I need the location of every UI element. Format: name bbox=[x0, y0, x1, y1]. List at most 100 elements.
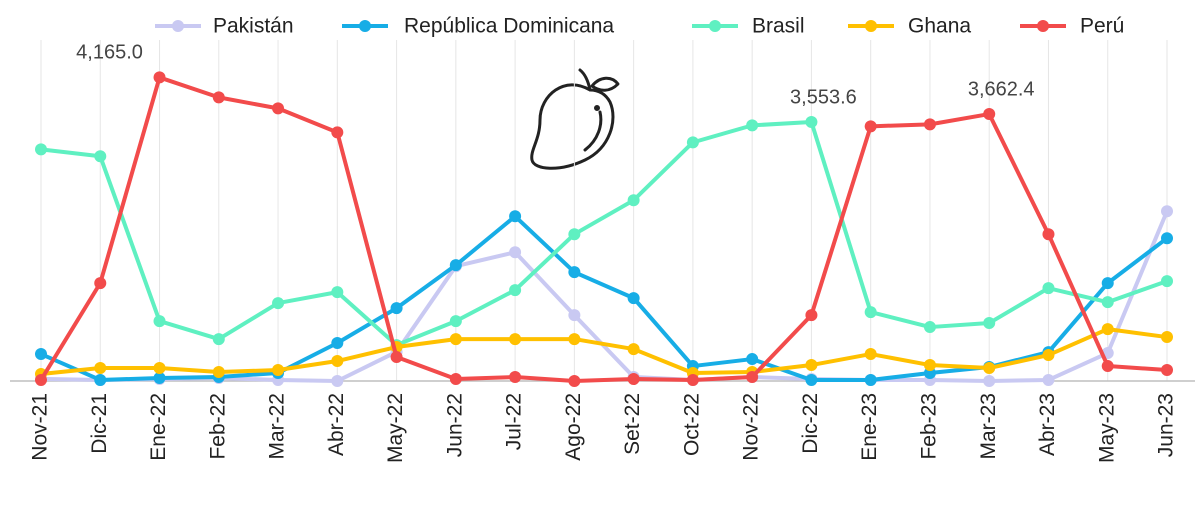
series bbox=[35, 323, 1173, 381]
point bbox=[923, 118, 936, 131]
legend-marker bbox=[172, 20, 184, 32]
series-line bbox=[40, 214, 1169, 382]
point bbox=[568, 333, 581, 346]
point bbox=[805, 373, 818, 386]
point bbox=[212, 366, 225, 379]
series-line bbox=[40, 327, 1168, 376]
point bbox=[627, 373, 640, 386]
point bbox=[153, 315, 166, 328]
point bbox=[509, 246, 522, 259]
point bbox=[1101, 277, 1114, 290]
point bbox=[35, 143, 47, 156]
point bbox=[35, 373, 47, 386]
point bbox=[509, 210, 522, 223]
series-line bbox=[40, 210, 1169, 383]
point bbox=[1042, 282, 1055, 295]
point bbox=[746, 370, 759, 383]
point bbox=[331, 337, 344, 350]
point bbox=[627, 194, 640, 207]
point bbox=[331, 355, 344, 368]
x-tick-label: Jun-23 bbox=[1155, 393, 1178, 457]
point bbox=[449, 259, 462, 272]
point bbox=[746, 119, 759, 132]
point bbox=[331, 286, 344, 299]
legend-label: Pakistán bbox=[213, 15, 294, 38]
legend-marker bbox=[709, 20, 721, 32]
point bbox=[864, 306, 877, 319]
point bbox=[153, 71, 166, 84]
point bbox=[805, 359, 818, 372]
series bbox=[35, 115, 1173, 352]
point bbox=[568, 228, 581, 241]
series-line bbox=[40, 119, 1168, 348]
data-label: 3,553.6 bbox=[790, 86, 857, 108]
point bbox=[153, 372, 166, 385]
point bbox=[153, 362, 166, 375]
series bbox=[35, 210, 1173, 386]
legend-label: República Dominicana bbox=[404, 15, 614, 38]
point bbox=[331, 126, 344, 139]
point bbox=[212, 333, 225, 346]
series bbox=[35, 205, 1173, 387]
x-tick-label: Feb-22 bbox=[206, 393, 229, 460]
point bbox=[983, 317, 996, 330]
point bbox=[331, 375, 344, 387]
mango-icon bbox=[530, 68, 620, 170]
point bbox=[627, 292, 640, 305]
point bbox=[449, 373, 462, 386]
point bbox=[1161, 275, 1173, 288]
x-tick-label: Mar-22 bbox=[266, 393, 289, 460]
point bbox=[272, 102, 285, 115]
point bbox=[1161, 331, 1173, 344]
legend-marker bbox=[359, 20, 371, 32]
x-tick-label: Feb-23 bbox=[917, 393, 940, 460]
x-tick-label: Dic-21 bbox=[88, 393, 111, 454]
point bbox=[1101, 360, 1114, 373]
point bbox=[449, 333, 462, 346]
point bbox=[864, 348, 877, 361]
point bbox=[509, 284, 522, 297]
x-tick-label: Jun-22 bbox=[443, 393, 466, 457]
x-tick-label: Abr-22 bbox=[325, 393, 348, 456]
data-label: 4,165.0 bbox=[76, 42, 143, 64]
point bbox=[449, 315, 462, 328]
point bbox=[390, 302, 403, 315]
point bbox=[509, 370, 522, 383]
point bbox=[805, 115, 818, 128]
point bbox=[272, 363, 285, 376]
x-tick-label: Nov-22 bbox=[740, 393, 763, 461]
point bbox=[805, 309, 818, 322]
x-tick-label: Dic-22 bbox=[799, 393, 822, 454]
point bbox=[1101, 296, 1114, 309]
point bbox=[746, 353, 759, 366]
point bbox=[923, 359, 936, 372]
point bbox=[983, 108, 996, 121]
x-tick-label: Set-22 bbox=[621, 393, 644, 455]
point bbox=[923, 321, 936, 334]
point bbox=[94, 277, 107, 290]
point bbox=[272, 297, 285, 310]
legend-label: Perú bbox=[1080, 15, 1124, 38]
point bbox=[1161, 232, 1173, 245]
point bbox=[864, 120, 877, 133]
legend-marker bbox=[865, 20, 877, 32]
point bbox=[864, 373, 877, 386]
x-tick-label: May-23 bbox=[1095, 393, 1118, 463]
point bbox=[1042, 349, 1055, 362]
point bbox=[1042, 228, 1055, 241]
point bbox=[1042, 373, 1055, 386]
point bbox=[94, 362, 107, 375]
x-tick-label: Oct-22 bbox=[680, 393, 703, 456]
x-tick-label: Ene-23 bbox=[858, 393, 881, 461]
data-label: 3,662.4 bbox=[968, 78, 1035, 100]
point bbox=[509, 333, 522, 346]
x-tick-label: May-22 bbox=[384, 393, 407, 463]
point bbox=[390, 351, 403, 364]
point bbox=[1161, 205, 1173, 218]
point bbox=[94, 373, 107, 386]
point bbox=[627, 343, 640, 356]
point bbox=[568, 375, 581, 387]
point bbox=[94, 150, 107, 163]
x-tick-label: Mar-23 bbox=[977, 393, 1000, 460]
x-tick-label: Ago-22 bbox=[562, 393, 585, 461]
